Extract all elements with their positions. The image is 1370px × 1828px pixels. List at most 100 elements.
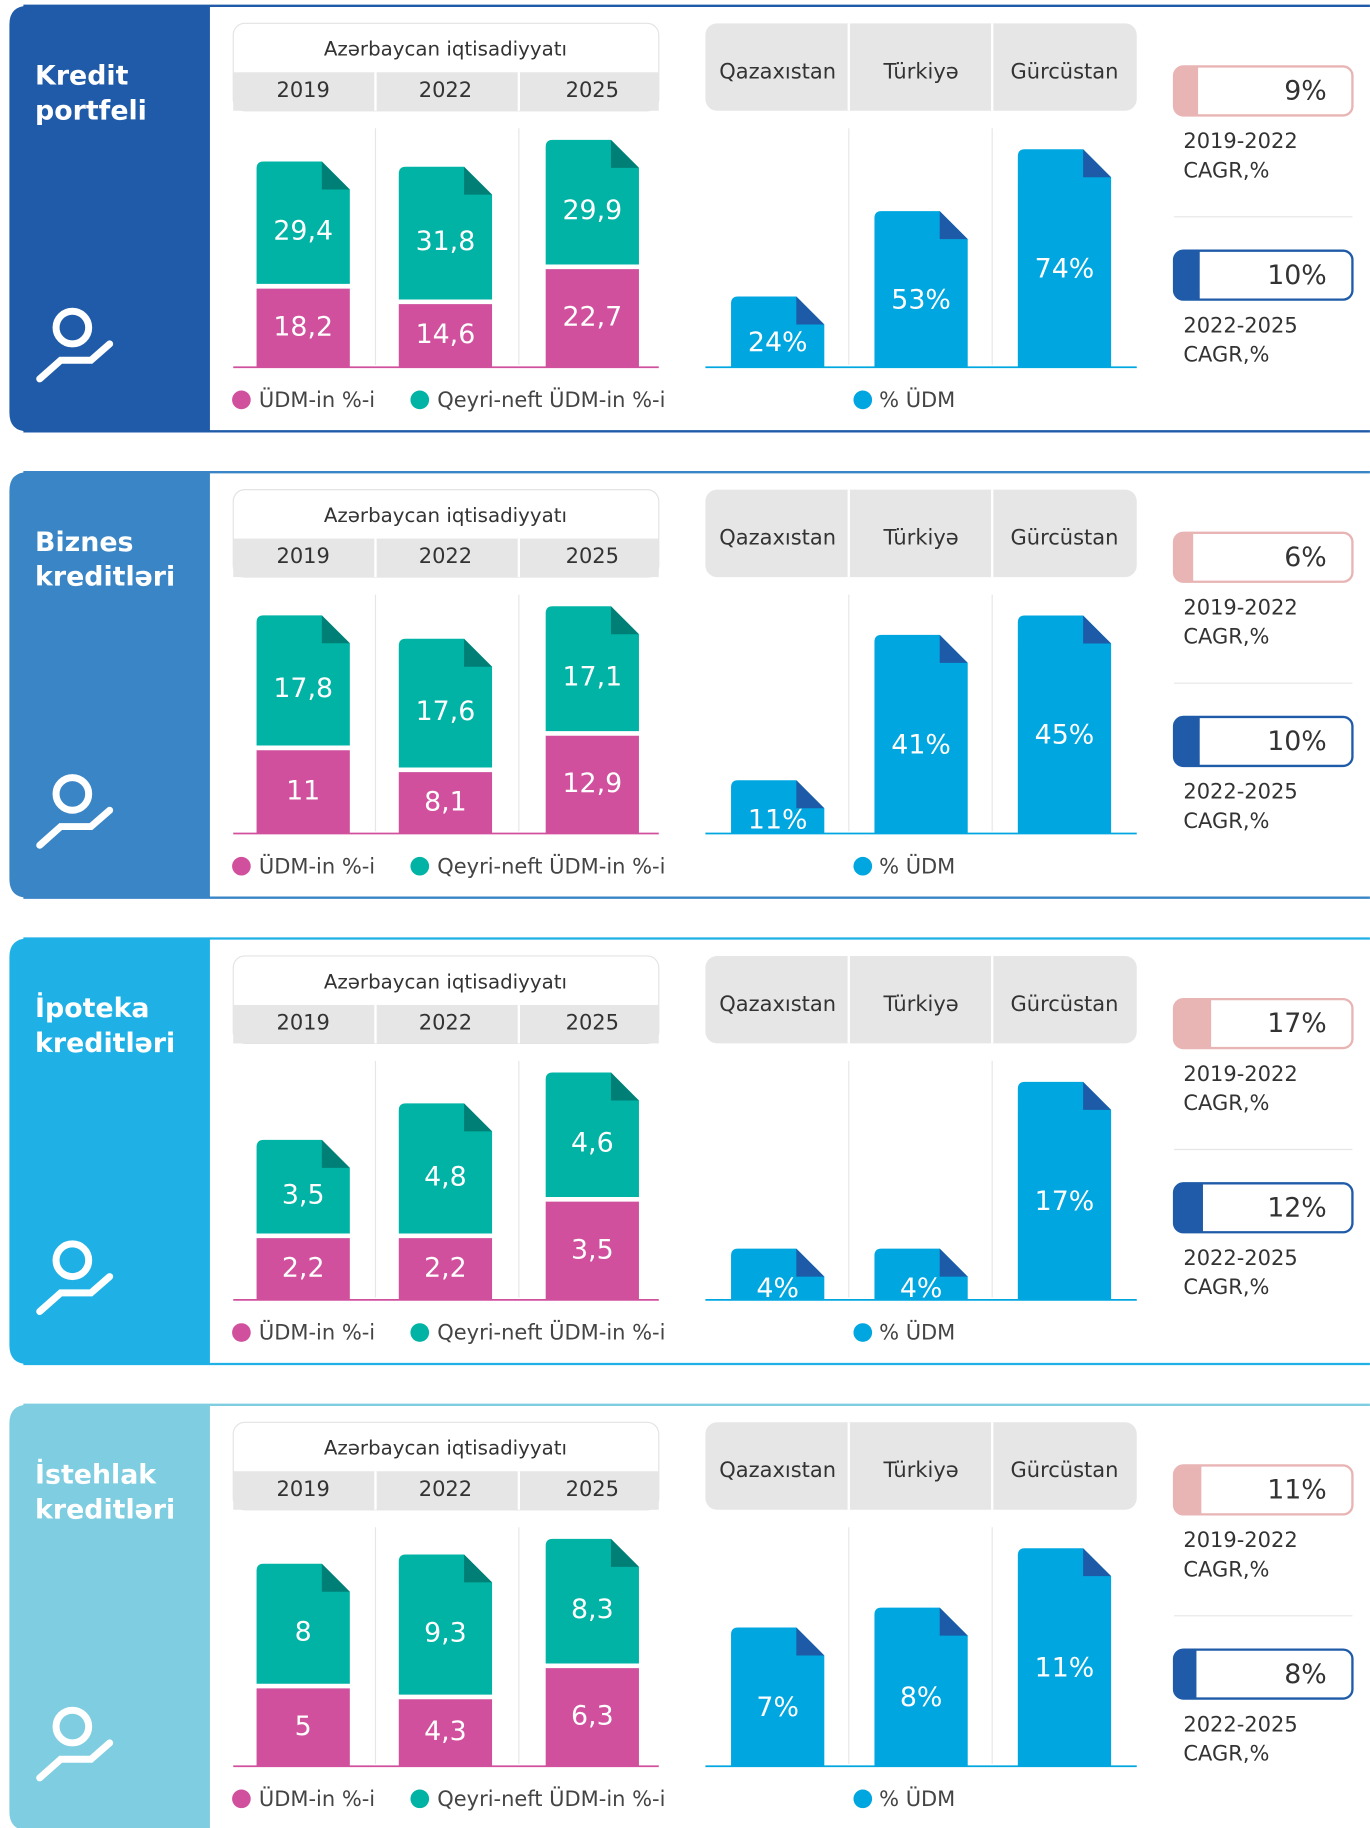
legend-dot <box>410 1323 430 1342</box>
bar-segment <box>545 269 639 368</box>
country-label: Türkiyə <box>883 1458 959 1482</box>
bar-segment <box>545 735 639 834</box>
legend-dot <box>232 1323 251 1342</box>
legend-label: % ÜDM <box>879 1320 955 1345</box>
bar-label: 14,6 <box>416 319 476 350</box>
bar-fold <box>610 139 639 168</box>
bar <box>874 211 968 368</box>
bar-label: 8 <box>295 1617 312 1648</box>
bar-fold <box>939 1248 968 1277</box>
year-label: 2025 <box>566 1477 619 1501</box>
icon <box>36 1240 114 1316</box>
legend-dot <box>410 856 430 876</box>
bar-segment <box>545 1201 639 1300</box>
cagr-unit: CAGR,% <box>1183 1742 1269 1766</box>
bar-label: 2,2 <box>424 1253 467 1284</box>
cagr-fill <box>1174 1649 1197 1699</box>
chart-title: Azərbaycan iqtisadiyyatı <box>324 1437 567 1460</box>
legend-label: ÜDM-in %-i <box>259 1786 375 1811</box>
country-label: Gürcüstan <box>1011 526 1119 550</box>
legend-dot <box>232 390 251 410</box>
bar-fold <box>610 606 639 635</box>
bar-label: 4,8 <box>424 1161 467 1192</box>
bar <box>1017 1081 1112 1300</box>
bar-label: 45% <box>1035 720 1095 751</box>
bar-label: 41% <box>891 729 951 760</box>
bar-segment <box>398 166 493 300</box>
legend-label: Qeyri-neft ÜDM-in %-i <box>437 1786 665 1811</box>
cagr-value: 11% <box>1267 1475 1327 1506</box>
cagr-period: 2022-2025 <box>1183 780 1297 804</box>
year-label: 2022 <box>419 78 472 102</box>
bar <box>731 1627 825 1767</box>
header-band <box>233 1004 659 1044</box>
panel-title: kreditləri <box>35 1028 175 1059</box>
cagr-period: 2019-2022 <box>1183 129 1297 153</box>
panel-frame <box>23 937 1370 1366</box>
cagr-value: 17% <box>1267 1008 1327 1039</box>
year-label: 2022 <box>419 544 472 568</box>
cagr-value: 6% <box>1284 542 1327 573</box>
panel-title: Kredit <box>35 60 129 91</box>
bar-label: 17,6 <box>416 696 476 727</box>
bar-fold <box>610 1538 639 1567</box>
bar-label: 8,1 <box>424 786 467 817</box>
year-label: 2019 <box>277 1477 330 1501</box>
header-box <box>705 489 1137 578</box>
legend-label: ÜDM-in %-i <box>259 387 375 412</box>
bar-label: 17,8 <box>273 673 333 704</box>
icon-shape <box>36 806 114 849</box>
icon-shape <box>52 1240 93 1281</box>
cagr-fill <box>1174 999 1212 1049</box>
bar-segment <box>545 1668 639 1767</box>
year-label: 2022 <box>419 1011 472 1035</box>
country-label: Türkiyə <box>883 59 959 83</box>
country-label: Qazaxıstan <box>719 992 836 1016</box>
bar-label: 11% <box>748 805 808 836</box>
year-label: 2025 <box>566 1011 619 1035</box>
panel-frame <box>23 4 1370 433</box>
header-box <box>705 955 1137 1044</box>
bar-label: 4% <box>756 1273 799 1304</box>
panel: Biznes kreditləri Azərbaycan iqtisadiyyatı… <box>9 470 1370 899</box>
bar-label: 8,3 <box>571 1594 614 1625</box>
bar-fold <box>1083 149 1112 178</box>
bar-fold <box>939 1607 968 1636</box>
bar-label: 6,3 <box>571 1701 614 1732</box>
icon-shape <box>52 1706 93 1747</box>
bar-fold <box>464 1554 493 1583</box>
bar-label: 31,8 <box>416 226 476 257</box>
bar-fold <box>1083 1081 1112 1110</box>
bar <box>874 1607 968 1767</box>
legend-dot <box>410 390 430 410</box>
bar-segment <box>256 750 350 834</box>
year-label: 2022 <box>419 1477 472 1501</box>
cagr-value: 10% <box>1267 726 1327 757</box>
bar-label: 11 <box>286 775 320 806</box>
cagr-period: 2022-2025 <box>1183 1712 1297 1736</box>
bar-segment <box>256 161 350 284</box>
bar-segment <box>398 638 493 768</box>
bar-fold <box>321 615 350 644</box>
cagr-value: 8% <box>1284 1659 1327 1690</box>
country-label: Türkiyə <box>883 526 959 550</box>
bar-fold <box>464 1103 493 1132</box>
cagr-period: 2022-2025 <box>1183 1246 1297 1270</box>
cagr-unit: CAGR,% <box>1183 1091 1269 1115</box>
bar-label: 24% <box>748 327 808 358</box>
legend-label: % ÜDM <box>879 853 955 878</box>
bar-fold <box>796 296 825 325</box>
legend-dot <box>853 390 873 410</box>
legend-dot <box>853 1323 873 1342</box>
bar-label: 12,9 <box>562 768 622 799</box>
bar <box>874 634 968 834</box>
year-label: 2025 <box>566 544 619 568</box>
legend-dot <box>853 1789 873 1809</box>
bar-segment <box>398 1238 493 1300</box>
bar <box>1017 1548 1112 1767</box>
bar-fold <box>321 1563 350 1592</box>
cagr-unit: CAGR,% <box>1183 1557 1269 1581</box>
bar-label: 3,5 <box>282 1180 325 1211</box>
bar-segment <box>256 1238 350 1300</box>
